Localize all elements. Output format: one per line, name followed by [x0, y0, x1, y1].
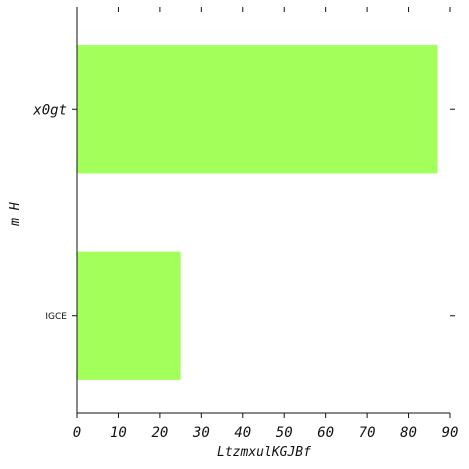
x-tick-label: 0	[73, 425, 81, 441]
y-axis-ticks: x0gt IGCE	[32, 102, 455, 322]
x-tick-label: 80	[400, 425, 417, 441]
x-tick-label: 20	[151, 425, 168, 441]
y-tick-label: x0gt	[32, 102, 67, 118]
x-tick-label: 30	[192, 425, 210, 441]
y-axis-label: m H	[8, 202, 23, 227]
x-tick-label: 50	[276, 425, 293, 441]
y-tick-label: IGCE	[45, 312, 67, 322]
bar-IGCE	[77, 251, 181, 380]
bars-group	[77, 45, 438, 380]
bar-x0gt	[77, 45, 438, 174]
x-tick-label: 60	[317, 425, 334, 441]
x-axis-label: LtzmxulKGJBf	[217, 445, 311, 460]
x-tick-label: 70	[359, 425, 376, 441]
x-tick-label: 40	[234, 425, 251, 441]
axes-frame	[76, 12, 450, 414]
x-axis-ticks: 0 10 20 30 40 50 60 70 80 90	[73, 7, 459, 441]
x-tick-label: 90	[442, 425, 459, 441]
x-tick-label: 10	[110, 425, 127, 441]
